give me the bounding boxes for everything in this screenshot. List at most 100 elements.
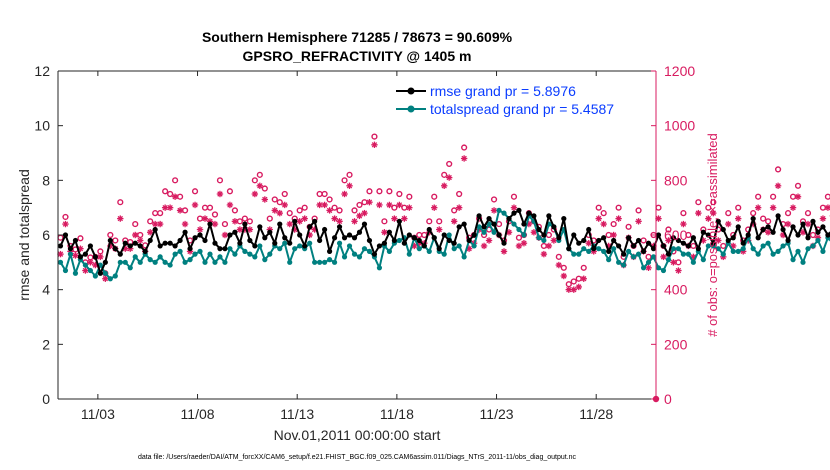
y-tick-label-0: 0 (42, 391, 50, 407)
obs-assimilated-point (132, 231, 139, 239)
obs-assimilated-point (381, 229, 388, 236)
obs-possible-point (774, 166, 782, 173)
rmse-point (157, 243, 163, 249)
obs-possible-point (809, 231, 817, 239)
y-tick-label-4: 8 (42, 172, 50, 188)
rmse-point (117, 251, 123, 257)
totalspread-point (775, 248, 781, 254)
obs-assimilated-point (261, 196, 269, 203)
totalspread-point (292, 246, 298, 252)
obs-assimilated-point (595, 215, 602, 222)
rmse-point (317, 237, 323, 244)
obs-possible-point (804, 210, 812, 217)
rmse-point (436, 246, 442, 252)
totalspread-point (576, 251, 582, 257)
obs-possible-point (555, 253, 562, 260)
obs-possible-point (635, 207, 642, 214)
obs-assimilated-point (485, 237, 493, 244)
obs-assimilated-point (316, 201, 323, 209)
rmse-point (292, 218, 298, 224)
obs-assimilated-point (346, 182, 353, 189)
totalspread-point (252, 254, 258, 260)
rmse-point (232, 229, 238, 235)
obs-assimilated-point (555, 261, 563, 269)
obs-assimilated-point (680, 220, 687, 228)
obs-assimilated-point (276, 209, 283, 217)
rmse-point (67, 246, 74, 252)
rmse-point (596, 237, 602, 244)
totalspread-point (685, 251, 691, 257)
totalspread-point (625, 248, 632, 254)
totalspread-point (486, 221, 492, 227)
obs-possible-point (221, 220, 229, 228)
rmse-point (212, 240, 218, 246)
legend-rmse-marker (407, 87, 415, 95)
rmse-point (72, 237, 79, 244)
obs-assimilated-point (615, 215, 622, 222)
rmse-point (586, 226, 592, 233)
totalspread-point (770, 251, 776, 257)
totalspread-point (112, 273, 118, 279)
totalspread-point (82, 262, 89, 268)
obs-assimilated-point (366, 199, 373, 206)
totalspread-point (102, 270, 108, 276)
rmse-point (237, 240, 243, 246)
x-tick-label-3: 11/18 (380, 406, 414, 422)
rmse-point (416, 237, 422, 244)
obs-assimilated-point (580, 275, 587, 282)
totalspread-point (152, 259, 158, 265)
totalspread-point (516, 226, 522, 233)
totalspread-point (277, 246, 283, 252)
rmse-point (391, 237, 397, 244)
obs-possible-point (286, 210, 293, 217)
obs-possible-point (107, 231, 114, 239)
obs-assimilated-point (386, 201, 393, 209)
rmse-point (496, 232, 502, 238)
obs-assimilated-point (675, 267, 682, 274)
totalspread-point (715, 246, 721, 252)
obs-possible-point (321, 190, 328, 198)
obs-assimilated-point (665, 237, 672, 244)
obs-assimilated-point (271, 207, 278, 214)
totalspread-point (596, 246, 602, 252)
totalspread-point (217, 254, 223, 260)
totalspread-point (227, 246, 233, 252)
obs-assimilated-point (376, 201, 383, 209)
rmse-point (406, 232, 412, 238)
obs-assimilated-point (301, 215, 308, 222)
obs-assimilated-point (62, 220, 69, 228)
rmse-point (361, 221, 368, 227)
totalspread-point (446, 232, 452, 238)
rmse-point (222, 246, 228, 252)
obs-assimilated-point (201, 215, 209, 222)
obs-assimilated-point (794, 193, 802, 200)
rmse-point (57, 243, 64, 249)
obs-possible-point (695, 199, 702, 206)
rmse-point (760, 226, 766, 233)
totalspread-point (820, 248, 826, 254)
rmse-point (356, 229, 363, 235)
rmse-point (366, 237, 373, 244)
obs-assimilated-point (341, 190, 348, 198)
obs-assimilated-point (764, 229, 772, 236)
obs-possible-point (162, 188, 169, 195)
obs-assimilated-point (72, 252, 79, 259)
rmse-point (511, 210, 517, 216)
rmse-point (262, 235, 268, 241)
rmse-point (685, 243, 691, 249)
rmse-point (242, 221, 248, 227)
obs-possible-point (560, 264, 567, 271)
obs-assimilated-point (166, 204, 174, 211)
rmse-point (705, 232, 711, 238)
obs-possible-point (784, 210, 792, 217)
obs-assimilated-point (490, 207, 498, 214)
totalspread-point (750, 246, 756, 252)
rmse-point (750, 216, 756, 222)
obs-assimilated-point (82, 267, 89, 274)
rmse-point (346, 232, 353, 238)
totalspread-point (346, 243, 353, 249)
totalspread-point (491, 229, 497, 235)
rmse-point (331, 235, 338, 241)
rmse-point (546, 213, 552, 219)
totalspread-point (416, 246, 422, 252)
